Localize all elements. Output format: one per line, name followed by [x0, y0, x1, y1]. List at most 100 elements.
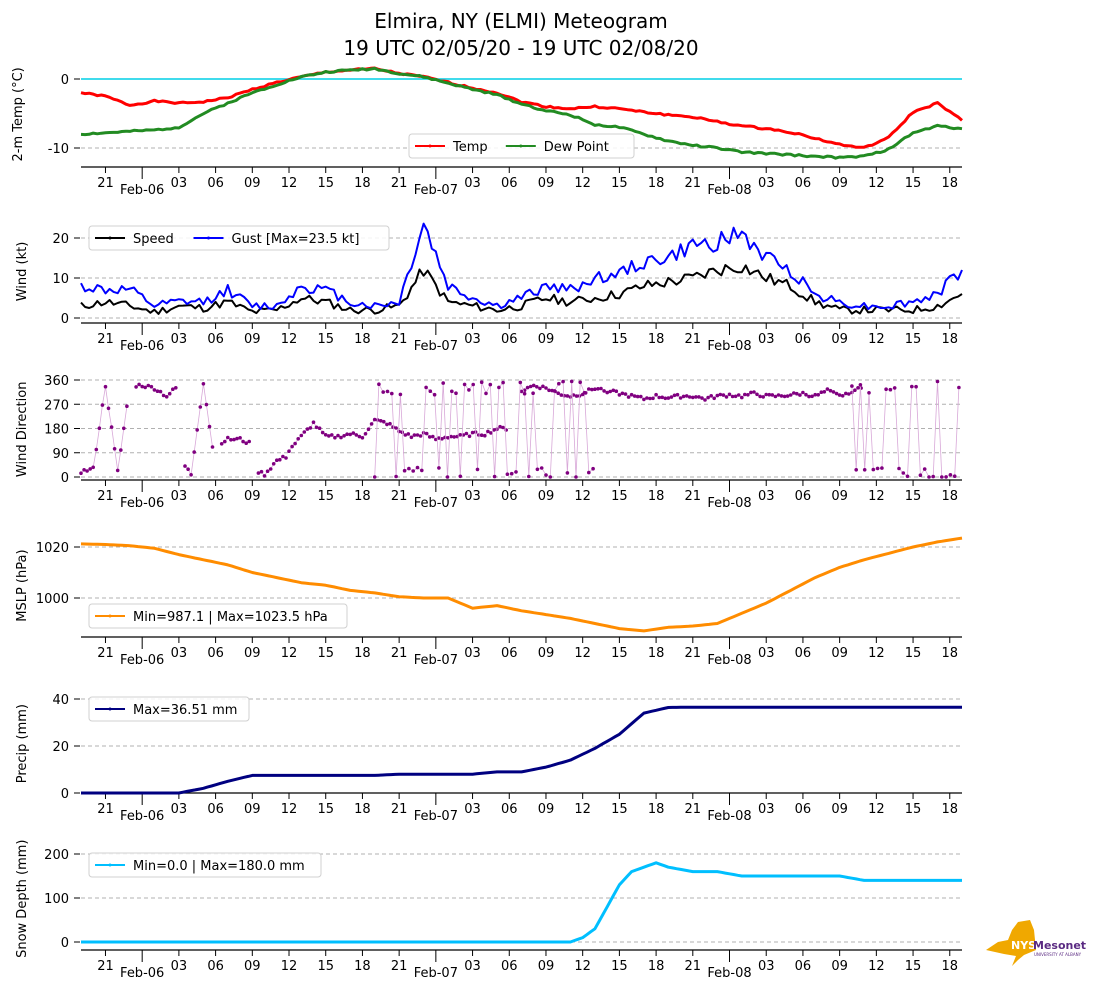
legend-marker	[108, 863, 112, 867]
wind-direction-point	[565, 471, 570, 475]
wind-direction-connector	[258, 456, 287, 477]
wind-direction-point	[192, 450, 196, 454]
x-tick-label: 18	[941, 489, 958, 504]
x-tick-label: 15	[905, 332, 922, 347]
wind-direction-point	[372, 417, 377, 422]
wind-direction-point	[922, 467, 927, 471]
wind-direction-point	[167, 391, 172, 396]
x-tick-label: 09	[244, 176, 261, 191]
x-tick-label: 03	[171, 802, 188, 817]
wind-direction-point	[657, 395, 661, 400]
wind-direction-point	[91, 465, 95, 470]
wind-direction-point	[484, 391, 488, 396]
wind-direction-point	[773, 394, 778, 399]
y-tick-label: 360	[44, 374, 69, 389]
legend-marker	[108, 236, 112, 240]
wind-direction-point	[348, 432, 353, 437]
x-tick-label: 18	[941, 332, 958, 347]
wind-direction-point	[385, 422, 389, 427]
wind-direction-point	[901, 471, 906, 475]
wind-direction-point	[327, 434, 331, 438]
x-tick-label: 09	[831, 959, 848, 974]
wind-direction-point	[498, 424, 502, 429]
wind-direction-point	[432, 392, 437, 397]
legend-box	[88, 603, 348, 629]
wind-direction-point	[402, 468, 407, 473]
wind-direction-point	[694, 395, 698, 399]
wind-direction-point	[492, 474, 497, 479]
wind-direction-point	[427, 435, 432, 439]
x-tick-label: 18	[354, 802, 371, 817]
wind-direction-point	[712, 396, 716, 401]
y-axis-label: MSLP (hPa)	[15, 549, 30, 621]
wind-direction-point	[204, 402, 209, 407]
wind-direction-point	[675, 392, 680, 397]
x-tick-label: 03	[171, 176, 188, 191]
wind-direction-point	[471, 382, 476, 387]
panel-wind: 0 10 20 Wind (kt) 21 03 06 09 12 15 18 21 03 06 09 12 15…	[15, 222, 963, 354]
wind-direction-point	[608, 389, 612, 394]
x-tick-label: 09	[538, 959, 555, 974]
wind-direction-point	[935, 379, 940, 384]
nys-mesonet-logo: NYS Mesonet UNIVERSITY AT ALBANY	[986, 920, 1086, 966]
legend: Speed Gust [Max=23.5 kt]	[88, 225, 390, 251]
wind-direction-point	[454, 391, 458, 396]
x-tick-label: 21	[97, 802, 114, 817]
wind-direction-point	[259, 469, 264, 474]
x-tick-label: 09	[831, 646, 848, 661]
wind-direction-point	[856, 386, 860, 390]
wind-direction-point	[897, 466, 901, 471]
x-tick-label: 03	[464, 646, 481, 661]
x-tick-label: 06	[207, 332, 224, 347]
x-tick-label: 21	[97, 959, 114, 974]
x-tick-label: 06	[501, 176, 518, 191]
x-tick-label: 03	[758, 959, 775, 974]
x-tick-label: 15	[905, 646, 922, 661]
legend-marker	[108, 614, 112, 618]
x-date-label: Feb-08	[707, 653, 751, 668]
x-tick-label: 15	[317, 646, 334, 661]
wind-direction-point	[663, 396, 668, 401]
x-tick-label: 21	[685, 489, 702, 504]
wind-direction-point	[828, 388, 833, 393]
wind-direction-point	[207, 424, 212, 429]
wind-direction-point	[483, 433, 487, 438]
ny-state-shape-icon	[986, 920, 1036, 966]
x-tick-label: 18	[648, 802, 665, 817]
wind-direction-point	[397, 429, 401, 434]
x-tick-label: 21	[685, 959, 702, 974]
wind-direction-point	[552, 389, 557, 393]
wind-direction-point	[816, 393, 820, 397]
x-tick-label: 06	[501, 489, 518, 504]
x-tick-label: 18	[648, 332, 665, 347]
wind-direction-point	[547, 388, 551, 393]
wind-direction-point	[548, 475, 553, 479]
x-tick-label: 21	[97, 646, 114, 661]
wind-direction-point	[219, 442, 224, 446]
x-tick-label: 18	[941, 959, 958, 974]
x-tick-label: 21	[391, 332, 408, 347]
wind-direction-point	[100, 403, 105, 407]
x-tick-label: 03	[464, 489, 481, 504]
x-tick-label: 21	[685, 332, 702, 347]
x-tick-label: 06	[207, 959, 224, 974]
series-line-max	[81, 705, 962, 795]
wind-direction-point	[479, 380, 484, 385]
wind-direction-point	[875, 466, 880, 471]
wind-direction-point	[357, 434, 362, 439]
x-tick-label: 18	[648, 646, 665, 661]
wind-direction-point	[424, 431, 429, 436]
x-tick-label: 15	[905, 489, 922, 504]
wind-direction-point	[158, 389, 163, 394]
wind-direction-point	[256, 471, 261, 475]
wind-direction-point	[620, 391, 625, 396]
x-tick-label: 06	[795, 176, 812, 191]
wind-direction-point	[415, 465, 420, 470]
wind-direction-point	[302, 430, 307, 434]
y-tick-label: 200	[44, 848, 69, 863]
x-tick-label: 09	[831, 176, 848, 191]
wind-direction-point	[79, 471, 83, 476]
wind-direction-point	[755, 392, 759, 397]
wind-direction-point	[776, 393, 781, 397]
wind-direction-point	[746, 393, 750, 397]
